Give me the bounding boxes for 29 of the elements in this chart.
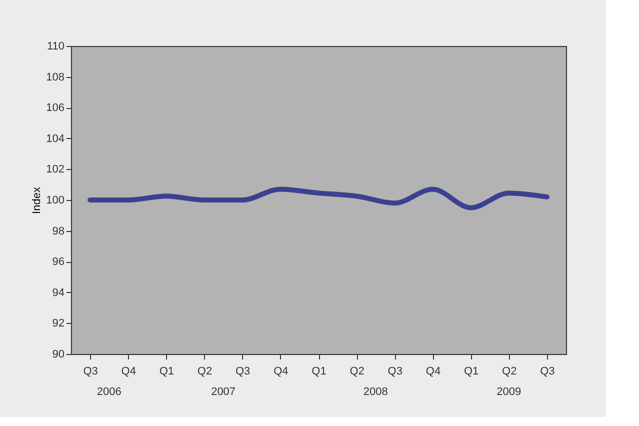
x-tick-label: Q3: [388, 366, 402, 378]
y-tick-label: 92: [52, 318, 64, 330]
x-tick-label: Q4: [274, 366, 288, 378]
y-tick-label: 110: [46, 40, 64, 52]
y-tick-label: 98: [52, 225, 64, 238]
x-tick-label: Q3: [83, 366, 98, 378]
x-tick-label: Q1: [464, 366, 479, 378]
x-tick-label: Q2: [350, 366, 364, 378]
y-tick-label: 100: [46, 194, 64, 206]
y-tick-label: 102: [46, 164, 64, 176]
x-tick-label: Q4: [426, 366, 441, 378]
x-tick-label: Q3: [236, 366, 250, 378]
x-tick-label: Q1: [159, 366, 174, 378]
x-tick-label: Q3: [540, 366, 555, 378]
y-tick-label: 104: [46, 132, 64, 145]
x-tick-label: Q2: [197, 366, 212, 378]
x-tick-label: Q1: [312, 366, 326, 378]
y-axis-title: Index: [31, 186, 44, 214]
text: 2007: [211, 386, 236, 398]
text: 2008: [363, 386, 388, 398]
x-tick-label: Q2: [502, 366, 517, 378]
y-tick-label: 94: [52, 286, 64, 299]
text: 2009: [496, 386, 522, 398]
y-tick-label: 106: [46, 102, 64, 114]
y-tick-label: 96: [52, 256, 64, 268]
y-tick-label: 90: [52, 348, 64, 360]
text: 2006: [96, 386, 122, 398]
y-tick-label: 108: [46, 71, 64, 84]
x-tick-label: Q4: [121, 366, 136, 378]
